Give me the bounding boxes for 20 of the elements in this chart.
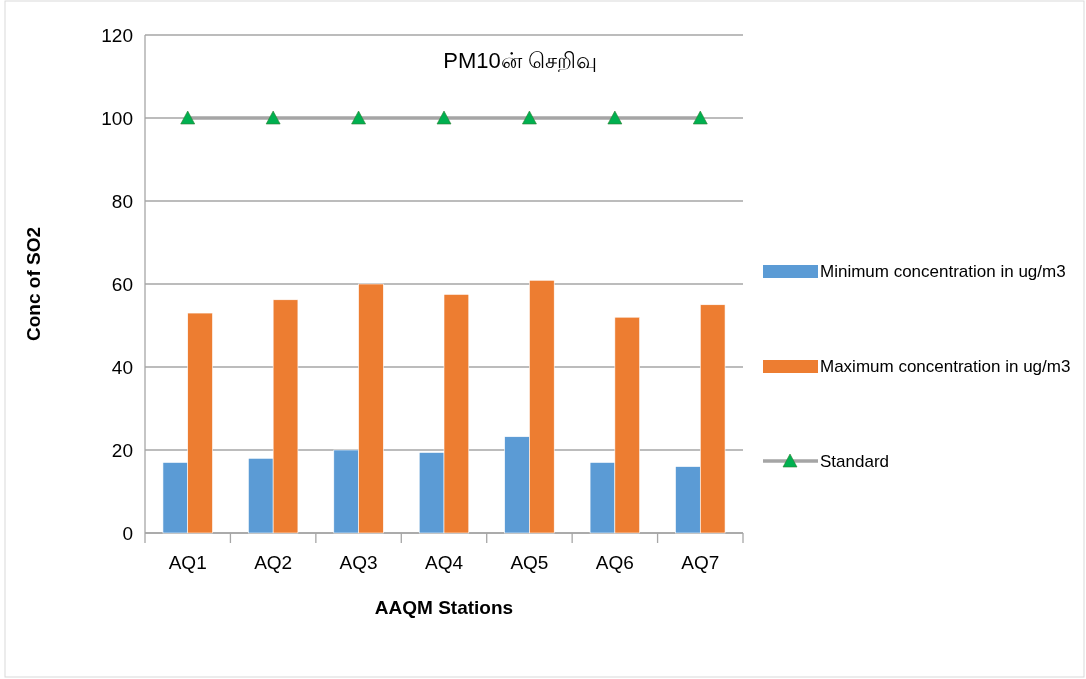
y-tick-label: 20 xyxy=(111,440,133,461)
y-tick-label: 100 xyxy=(101,108,133,129)
legend-label: Minimum concentration in ug/m3 xyxy=(820,262,1066,281)
text: PM10ன் செறிவு xyxy=(443,48,597,73)
x-tick-label: AQ4 xyxy=(424,552,464,573)
x-tick-label: AQ5 xyxy=(510,552,549,573)
x-tick-label: AQ6 xyxy=(595,552,634,573)
y-tick-label: 60 xyxy=(111,274,133,295)
y-axis-title: Conc of SO2 xyxy=(23,226,44,342)
y-tick-label: 0 xyxy=(122,523,133,544)
x-tick-label: AQ2 xyxy=(254,552,293,573)
y-tick-label: 80 xyxy=(111,191,133,212)
x-tick-label: AQ7 xyxy=(681,552,720,573)
x-tick-label: AQ1 xyxy=(168,552,207,573)
x-tick-label: AQ3 xyxy=(339,552,378,573)
legend-label: Standard xyxy=(820,452,889,471)
y-tick-label: 40 xyxy=(111,357,133,378)
legend-label: Maximum concentration in ug/m3 xyxy=(820,357,1071,376)
y-tick-label: 120 xyxy=(101,25,133,46)
x-axis-title: AAQM Stations xyxy=(374,597,514,618)
